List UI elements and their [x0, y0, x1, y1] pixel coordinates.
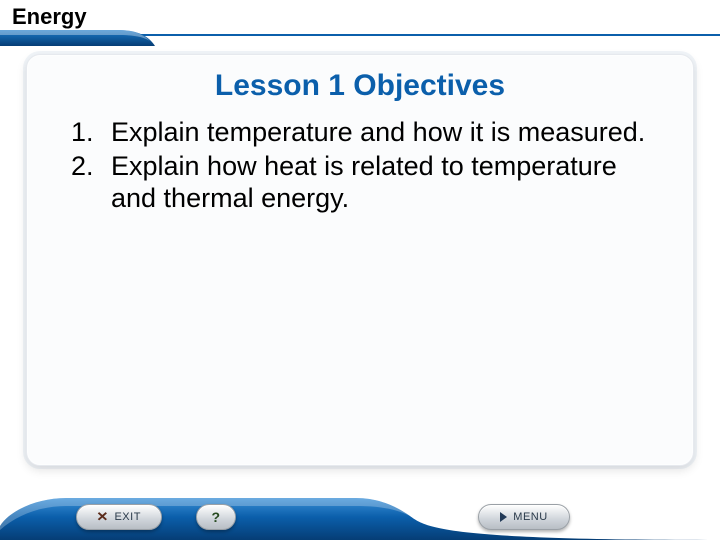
content-card: Lesson 1 Objectives Explain temperature …	[26, 54, 694, 466]
lesson-title: Lesson 1 Objectives	[27, 69, 693, 103]
slide: Energy Lesson 1 Objectives Explain tempe…	[0, 0, 720, 540]
exit-icon: ✕	[97, 509, 108, 525]
bottom-bar: ✕ EXIT ? MENU	[0, 484, 720, 540]
exit-button[interactable]: ✕ EXIT	[76, 504, 162, 530]
menu-label: MENU	[513, 511, 547, 523]
chevron-right-icon	[647, 510, 657, 524]
chevron-left-icon	[615, 510, 625, 524]
menu-button[interactable]: MENU	[478, 504, 570, 530]
nav-buttons: ✕ EXIT ? MENU	[0, 498, 720, 534]
header-swoosh-icon	[0, 28, 155, 46]
menu-arrow-icon	[500, 512, 507, 522]
next-page-button[interactable]	[642, 506, 662, 528]
slide-header: Energy	[0, 0, 720, 46]
chapter-title: Energy	[12, 4, 87, 30]
prev-page-button[interactable]	[610, 506, 630, 528]
objective-item: Explain how heat is related to temperatu…	[71, 151, 649, 215]
objective-item: Explain temperature and how it is measur…	[71, 117, 649, 149]
objectives-list: Explain temperature and how it is measur…	[71, 117, 649, 215]
exit-label: EXIT	[114, 511, 140, 523]
help-icon: ?	[211, 509, 220, 525]
help-button[interactable]: ?	[196, 504, 236, 530]
